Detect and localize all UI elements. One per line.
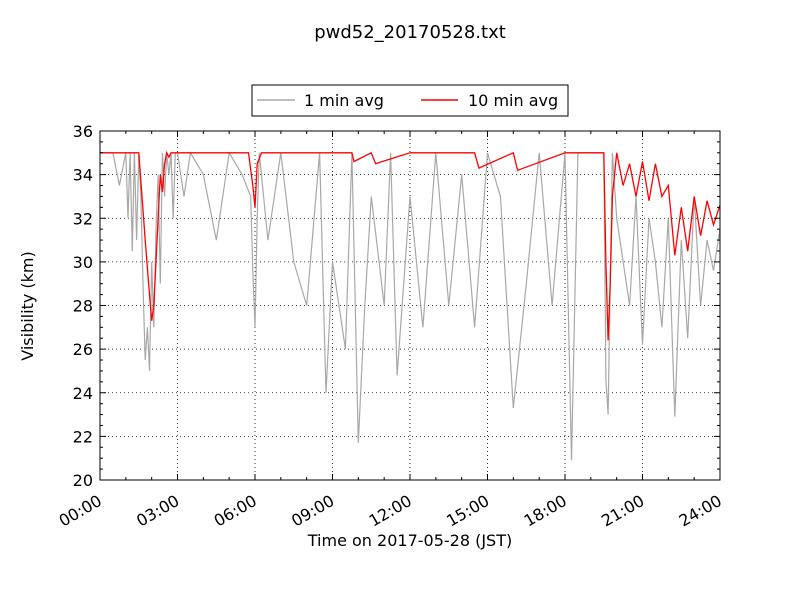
- grid: [100, 131, 720, 480]
- y-axis-label: Visibility (km): [18, 251, 37, 360]
- x-tick-label: 00:00: [56, 491, 105, 531]
- y-tick-label: 30: [73, 253, 93, 272]
- plot-series: [100, 150, 721, 461]
- x-tick-label: 24:00: [676, 491, 725, 531]
- y-tick-label: 26: [73, 340, 93, 359]
- y-tick-label: 22: [73, 427, 93, 446]
- y-tick-label: 24: [73, 384, 93, 403]
- legend-label-1min: 1 min avg: [304, 91, 384, 110]
- y-tick-label: 32: [73, 209, 93, 228]
- x-tick-label: 03:00: [133, 491, 182, 531]
- axis-ticks: 20 22 24 26 28 30 32 34 36 00:00 03:00 06:00 09:00 12…: [56, 122, 725, 531]
- y-tick-label: 28: [73, 297, 93, 316]
- x-tick-label: 15:00: [443, 491, 492, 531]
- y-tick-label: 36: [73, 122, 93, 141]
- y-tick-label: 20: [73, 471, 93, 490]
- x-tick-label: 21:00: [598, 491, 647, 531]
- x-tick-label: 18:00: [521, 491, 570, 531]
- legend-label-10min: 10 min avg: [468, 91, 558, 110]
- x-tick-label: 09:00: [288, 491, 337, 531]
- y-tick-label: 34: [73, 166, 93, 185]
- plot-frame: [99, 130, 721, 481]
- x-tick-label: 12:00: [366, 491, 415, 531]
- x-tick-label: 06:00: [211, 491, 260, 531]
- chart-title: pwd52_20170528.txt: [314, 22, 506, 43]
- x-axis-label: Time on 2017-05-28 (JST): [307, 531, 512, 550]
- legend-box: [251, 84, 569, 117]
- series-line-1min-avg: [100, 151, 721, 461]
- legend: 1 min avg 10 min avg: [251, 84, 569, 117]
- series-line-10min-avg: [100, 150, 721, 341]
